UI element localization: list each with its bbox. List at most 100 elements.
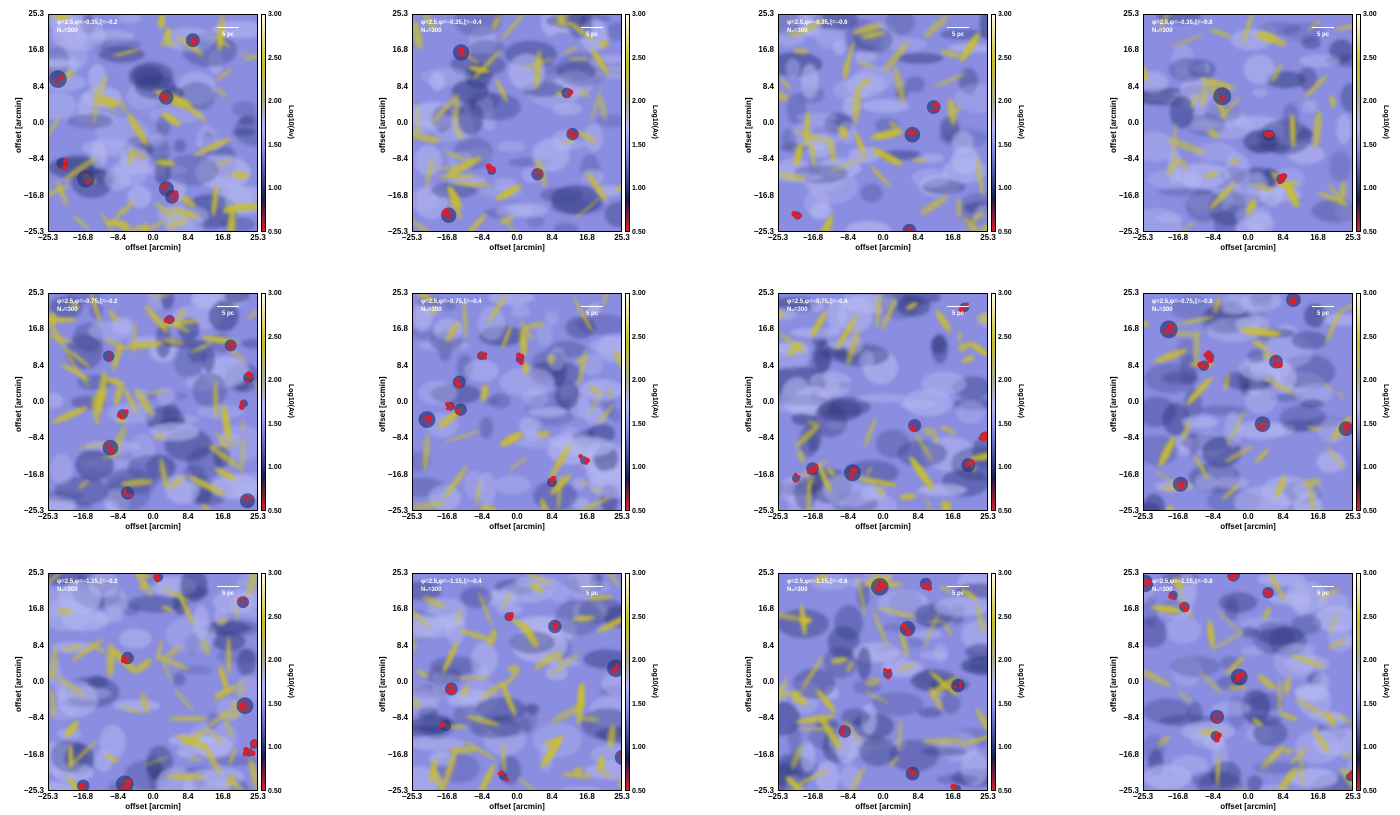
y-tick-label: 8.4 xyxy=(32,360,44,370)
y-tick-label: 8.4 xyxy=(1127,81,1139,91)
extinction-map-image xyxy=(1144,15,1352,231)
y-tick-label: 25.3 xyxy=(392,288,408,297)
y-tick-label: 25.3 xyxy=(392,568,408,577)
x-tick-label: −16.8 xyxy=(1167,512,1189,521)
x-tick-label: 16.8 xyxy=(215,792,231,801)
x-tick-label: 25.3 xyxy=(1345,512,1361,521)
x-tick-label: −8.4 xyxy=(474,792,490,801)
colorbar-tick-label: 1.00 xyxy=(998,185,1012,193)
y-tick-label: 0.0 xyxy=(396,118,408,127)
y-tick-label: −16.8 xyxy=(23,469,44,479)
x-axis-label: offset [arcmin] xyxy=(125,522,181,531)
x-tick-label: 0.0 xyxy=(511,512,523,521)
y-tick-label: 0.0 xyxy=(1127,118,1139,127)
y-tick-label: 16.8 xyxy=(1123,45,1139,55)
colorbar xyxy=(261,573,266,791)
y-tick-label: 8.4 xyxy=(32,81,44,91)
x-tick-label: 16.8 xyxy=(1310,512,1326,521)
colorbar-label: Log10(Av) xyxy=(287,664,294,698)
colorbar-tick-label: 2.50 xyxy=(268,54,282,62)
panel-n-label: N₀=300 xyxy=(57,307,78,313)
map-panel: φ=2.5,φ=−0.35,ξ=−0.6 N₀=300 5 pc 25.3 16.8 8.… xyxy=(744,10,1048,256)
colorbar xyxy=(1356,14,1361,232)
x-tick-label: 8.4 xyxy=(546,233,558,242)
colorbar-label: Log10(Av) xyxy=(651,384,658,418)
map-panel: φ=2.5,φ=−0.75,ξ=−0.4 N₀=300 5 pc 25.3 16.8 8.… xyxy=(378,289,682,535)
y-tick-label: 0.0 xyxy=(32,677,44,686)
x-tick-label: 0.0 xyxy=(511,233,523,242)
colorbar-tick-label: 3.00 xyxy=(1363,290,1377,297)
y-axis-label: offset [arcmin] xyxy=(744,97,753,153)
scale-bar-label: 5 pc xyxy=(586,591,599,597)
y-tick-label: 0.0 xyxy=(1127,397,1139,406)
y-axis-label: offset [arcmin] xyxy=(14,656,23,712)
scale-bar-label: 5 pc xyxy=(222,311,235,317)
panel-n-label: N₀=300 xyxy=(1152,307,1173,313)
x-tick-label: −25.3 xyxy=(767,792,789,801)
y-tick-label: −8.4 xyxy=(392,154,408,164)
y-axis-label: offset [arcmin] xyxy=(1109,376,1118,432)
y-tick-label: −16.8 xyxy=(387,469,408,479)
x-tick-label: −25.3 xyxy=(1132,792,1154,801)
y-tick-label: 25.3 xyxy=(28,9,44,18)
colorbar-tick-label: 1.50 xyxy=(268,420,282,428)
panel-params-label: φ=2.5,φ=−0.35,ξ=−0.8 xyxy=(1152,20,1213,26)
y-axis-label: offset [arcmin] xyxy=(378,97,387,153)
colorbar-tick-label: 0.50 xyxy=(632,788,646,795)
colorbar-tick-label: 3.00 xyxy=(998,290,1012,297)
y-tick-label: 16.8 xyxy=(1123,604,1139,614)
scale-bar-label: 5 pc xyxy=(952,591,965,597)
colorbar-tick-label: 2.50 xyxy=(1363,613,1377,621)
y-tick-label: 8.4 xyxy=(32,640,44,650)
extinction-map: φ=2.5,φ=−0.35,ξ=−0.6 N₀=300 5 pc xyxy=(778,14,988,232)
y-tick-label: −25.3 xyxy=(387,786,408,795)
x-tick-label: 25.3 xyxy=(1345,233,1361,242)
colorbar-tick-label: 2.00 xyxy=(268,657,282,665)
colorbar xyxy=(1356,573,1361,791)
x-tick-label: 16.8 xyxy=(215,233,231,242)
x-tick-label: −25.3 xyxy=(401,233,423,242)
y-tick-label: −25.3 xyxy=(753,786,774,795)
colorbar-tick-label: 2.50 xyxy=(268,613,282,621)
y-tick-label: −16.8 xyxy=(1118,190,1139,200)
scale-bar xyxy=(1312,306,1334,307)
colorbar-tick-label: 2.50 xyxy=(268,333,282,341)
y-tick-label: −8.4 xyxy=(758,713,774,723)
x-tick-label: −16.8 xyxy=(72,512,94,521)
y-tick-label: 8.4 xyxy=(396,640,408,650)
x-axis-label: offset [arcmin] xyxy=(489,243,545,252)
colorbar-label: Log10(Av) xyxy=(651,664,658,698)
panel-n-label: N₀=300 xyxy=(57,28,78,34)
x-tick-label: −16.8 xyxy=(436,233,458,242)
colorbar xyxy=(991,14,996,232)
y-tick-label: −16.8 xyxy=(23,749,44,759)
y-tick-label: −25.3 xyxy=(753,506,774,515)
colorbar-tick-label: 1.00 xyxy=(998,464,1012,472)
y-axis-label: offset [arcmin] xyxy=(378,656,387,712)
panel-params-label: φ=2.5,φ=−0.35,ξ=−0.6 xyxy=(787,20,848,26)
colorbar-tick-label: 3.00 xyxy=(1363,11,1377,18)
x-tick-label: 16.8 xyxy=(1310,233,1326,242)
y-tick-label: 16.8 xyxy=(392,45,408,55)
colorbar xyxy=(625,573,630,791)
y-tick-label: −16.8 xyxy=(753,749,774,759)
x-tick-label: 0.0 xyxy=(877,792,889,801)
x-tick-label: 25.3 xyxy=(250,792,266,801)
panel-params-label: φ=2.5,φ=−0.75,ξ=−0.4 xyxy=(421,299,482,305)
y-tick-label: −8.4 xyxy=(28,154,44,164)
x-tick-label: 25.3 xyxy=(980,792,996,801)
extinction-map: φ=2.5,φ=−0.35,ξ=−0.2 N₀=300 5 pc xyxy=(48,14,258,232)
y-tick-label: 0.0 xyxy=(396,397,408,406)
x-tick-label: −16.8 xyxy=(72,792,94,801)
y-tick-label: −25.3 xyxy=(387,227,408,236)
x-tick-label: 0.0 xyxy=(147,512,159,521)
scale-bar xyxy=(1312,27,1334,28)
y-tick-label: 25.3 xyxy=(1123,9,1139,18)
x-tick-label: −8.4 xyxy=(840,512,856,521)
colorbar-tick-label: 1.50 xyxy=(632,700,646,708)
y-axis-label: offset [arcmin] xyxy=(14,97,23,153)
panel-n-label: N₀=300 xyxy=(57,587,78,593)
x-axis-label: offset [arcmin] xyxy=(1220,522,1276,531)
x-tick-label: −16.8 xyxy=(802,512,824,521)
x-tick-label: −25.3 xyxy=(37,233,59,242)
